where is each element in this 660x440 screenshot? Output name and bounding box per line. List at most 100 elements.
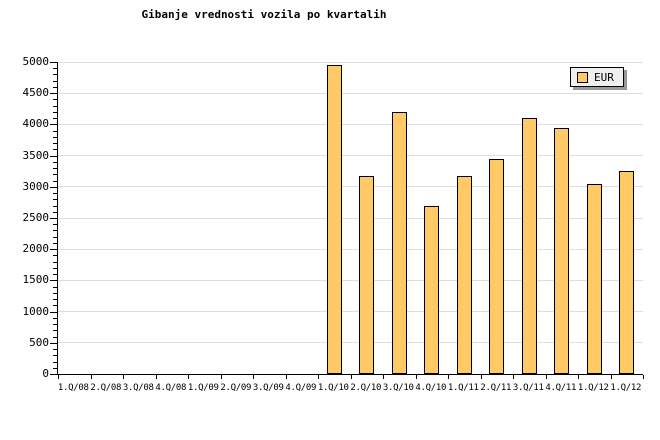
x-tick — [155, 375, 157, 379]
y-gridline — [58, 61, 643, 63]
y-major-tick — [50, 124, 57, 126]
x-tick — [415, 375, 417, 379]
x-tick-label: 3.Q/11 — [512, 383, 544, 393]
bar — [359, 175, 375, 374]
y-minor-tick — [53, 292, 57, 294]
y-major-tick — [50, 186, 57, 188]
y-minor-tick — [53, 118, 57, 120]
y-minor-tick — [53, 299, 57, 301]
y-major-tick — [50, 155, 57, 157]
x-tick-label: 4.Q/09 — [285, 383, 317, 393]
y-major-tick — [50, 280, 57, 282]
x-tick — [188, 375, 189, 379]
x-tick-label: 1.Q/11 — [447, 383, 479, 393]
y-minor-tick — [53, 136, 57, 138]
y-minor-tick — [53, 86, 57, 88]
x-tick — [90, 375, 92, 379]
y-minor-tick — [53, 255, 57, 257]
x-tick-label: 1.Q/08 — [57, 383, 89, 393]
y-minor-tick — [53, 180, 57, 182]
y-tick-label: 1000 — [22, 304, 50, 318]
x-tick — [285, 375, 287, 379]
bar — [586, 183, 602, 374]
bar — [619, 171, 635, 374]
x-tick-label: 3.Q/10 — [382, 383, 414, 393]
x-tick-label: 1.Q/12 — [577, 383, 609, 393]
bar — [456, 175, 472, 374]
y-minor-tick — [53, 74, 57, 76]
y-minor-tick — [53, 105, 57, 107]
y-tick-label: 3500 — [22, 148, 50, 162]
y-major-tick — [50, 374, 57, 375]
y-tick-label: 4500 — [22, 86, 50, 100]
x-tick — [643, 375, 644, 379]
y-tick-label: 1500 — [22, 273, 50, 287]
y-minor-tick — [53, 193, 57, 195]
y-gridline — [58, 123, 643, 125]
bar — [424, 205, 440, 374]
legend-swatch-icon — [577, 71, 588, 83]
x-tick — [58, 375, 59, 379]
y-gridline — [58, 217, 643, 219]
legend-series-label: EUR — [594, 70, 614, 84]
y-major-tick — [50, 218, 57, 219]
x-tick — [448, 375, 449, 379]
y-minor-tick — [53, 80, 57, 82]
y-minor-tick — [53, 267, 57, 269]
y-minor-tick — [53, 168, 57, 170]
y-minor-tick — [53, 261, 57, 263]
y-gridline — [58, 186, 643, 188]
x-tick — [545, 375, 547, 379]
plot-area — [50, 61, 644, 379]
x-tick — [578, 375, 579, 379]
y-gridline — [58, 248, 643, 250]
x-tick-label: 2.Q/10 — [350, 383, 382, 393]
x-tick — [350, 375, 352, 379]
x-tick-label: 2.Q/09 — [220, 383, 252, 393]
y-major-tick — [50, 342, 57, 344]
y-minor-tick — [53, 199, 57, 201]
bar — [489, 158, 505, 374]
y-tick-label: 5000 — [22, 55, 50, 68]
y-minor-tick — [53, 305, 57, 307]
y-major-tick — [50, 311, 57, 313]
y-minor-tick — [53, 224, 57, 226]
x-tick — [318, 375, 319, 379]
y-minor-tick — [53, 230, 57, 232]
y-tick-label: 500 — [29, 335, 49, 349]
bar — [326, 65, 342, 374]
y-tick-label: 0 — [42, 367, 49, 380]
x-tick-label: 2.Q/11 — [480, 383, 512, 393]
y-gridline — [58, 92, 643, 94]
y-gridline — [58, 342, 643, 344]
bar — [554, 127, 570, 374]
x-tick-label: 2.Q/08 — [90, 383, 122, 393]
y-major-tick — [50, 93, 57, 95]
y-minor-tick — [53, 211, 57, 213]
legend-box: EUR — [570, 67, 624, 87]
y-minor-tick — [53, 174, 57, 176]
y-major-tick — [50, 249, 57, 251]
y-minor-tick — [53, 361, 57, 363]
y-minor-tick — [53, 143, 57, 145]
y-gridline — [58, 279, 643, 281]
x-tick — [123, 375, 124, 379]
chart-title: Gibanje vrednosti vozila po kvartalih — [141, 8, 387, 21]
x-tick — [610, 375, 612, 379]
y-minor-tick — [53, 99, 57, 101]
y-minor-tick — [53, 330, 57, 332]
y-tick-label: 3000 — [22, 179, 50, 193]
y-minor-tick — [53, 349, 57, 351]
y-minor-tick — [53, 286, 57, 288]
y-minor-tick — [53, 324, 57, 326]
y-minor-tick — [53, 149, 57, 151]
x-tick-label: 1.Q/12 — [610, 383, 642, 393]
x-tick — [253, 375, 254, 379]
y-major-tick — [50, 62, 57, 63]
y-gridline — [58, 155, 643, 157]
y-minor-tick — [53, 68, 57, 70]
x-tick — [513, 375, 514, 379]
x-tick — [383, 375, 384, 379]
bar — [521, 118, 537, 374]
